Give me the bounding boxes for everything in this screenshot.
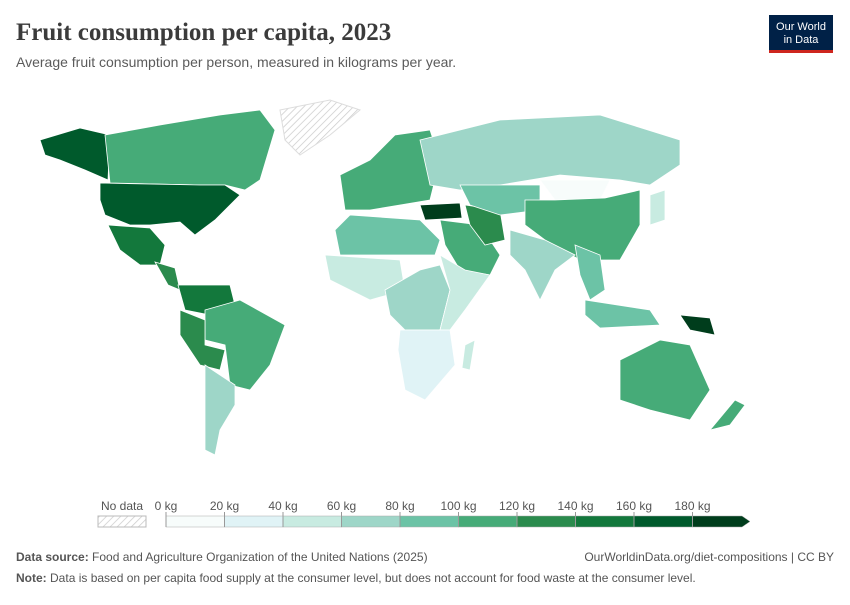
map-region [509,229,576,301]
legend-label: 20 kg [210,499,239,513]
chart-title: Fruit consumption per capita, 2023 [16,19,391,46]
note-label: Note: [16,571,47,585]
logo-text: in Data [784,34,820,46]
map-region [574,244,606,301]
legend-bin [341,515,401,528]
source-label: Data source: [16,550,89,564]
source-text: Food and Agriculture Organization of the… [92,550,428,564]
legend-bin [575,515,635,528]
no-data-region [279,99,362,156]
map-region [649,189,666,226]
legend-label: 40 kg [268,499,297,513]
legend: 0 kg 20 kg 40 kg 60 kg 80 kg 100 kg 120 kg 140 … [155,499,751,528]
legend-label: 160 kg [616,499,652,513]
legend-label: 120 kg [499,499,535,513]
map-region [584,299,661,329]
map-region [204,364,236,456]
legend-label: 0 kg [155,499,178,513]
map-region [39,127,111,181]
map-region [419,202,463,221]
map-region [104,109,276,191]
legend-bin [458,515,518,528]
map-region [179,309,226,371]
legend-label: 180 kg [674,499,710,513]
legend-bin [633,515,693,528]
map-region [524,189,641,261]
map-region [334,214,441,256]
no-data-label: No data [101,499,143,513]
map-region [204,299,286,391]
no-data-swatch [97,515,147,528]
chart-subtitle: Average fruit consumption per person, me… [16,54,456,70]
note: Note: Data is based on per capita food s… [16,571,696,585]
map-region [459,184,541,216]
legend-bin [224,515,284,528]
map-region [708,399,746,431]
legend-bin [282,515,342,528]
legend-bin [692,515,751,528]
map [39,109,746,456]
map-region [107,224,166,266]
map-region [679,314,716,336]
map-region [154,261,181,291]
legend-bin [399,515,459,528]
legend-label: 60 kg [327,499,356,513]
map-region [461,339,476,371]
map-region [619,339,711,421]
logo[interactable]: Our World in Data [769,15,833,53]
logo-text: Our World [776,21,826,33]
legend-label: 80 kg [385,499,414,513]
note-text: Data is based on per capita food supply … [50,571,696,585]
map-region [439,254,491,331]
legend-label: 140 kg [557,499,593,513]
legend-label: 100 kg [440,499,476,513]
url[interactable]: OurWorldinData.org/diet-compositions | C… [584,550,834,564]
map-region [99,182,241,236]
source: Data source: Food and Agriculture Organi… [16,550,428,564]
map-region [397,329,456,401]
legend-bin [516,515,576,528]
map-region [419,114,681,191]
map-region [539,179,611,201]
legend-bin [165,515,225,528]
